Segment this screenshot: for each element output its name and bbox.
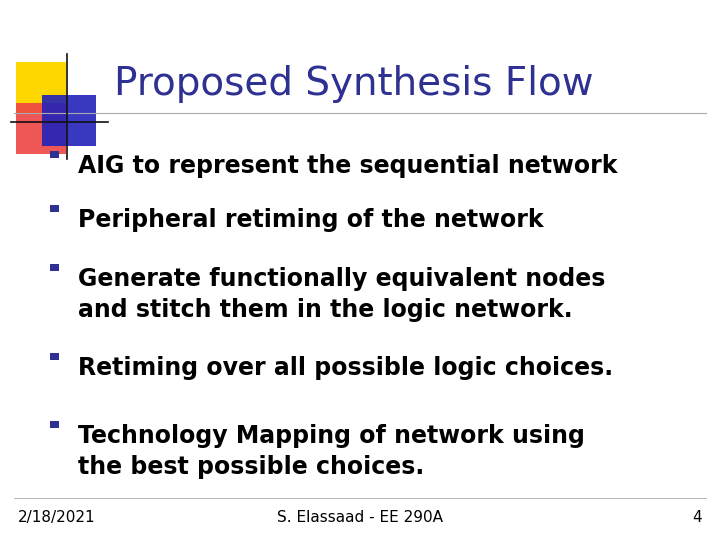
Text: Technology Mapping of network using
the best possible choices.: Technology Mapping of network using the …	[78, 424, 585, 478]
Text: Peripheral retiming of the network: Peripheral retiming of the network	[78, 208, 544, 232]
Text: S. Elassaad - EE 290A: S. Elassaad - EE 290A	[277, 510, 443, 525]
Bar	[42, 94, 96, 146]
Text: 2/18/2021: 2/18/2021	[18, 510, 96, 525]
Bar	[50, 151, 60, 158]
Text: AIG to represent the sequential network: AIG to represent the sequential network	[78, 154, 617, 178]
Bar	[50, 265, 60, 271]
Text: Proposed Synthesis Flow: Proposed Synthesis Flow	[114, 65, 593, 103]
Bar	[16, 62, 66, 113]
Text: Generate functionally equivalent nodes
and stitch them in the logic network.: Generate functionally equivalent nodes a…	[78, 267, 605, 322]
Bar	[16, 103, 66, 154]
Bar	[50, 354, 60, 360]
Text: Retiming over all possible logic choices.: Retiming over all possible logic choices…	[78, 356, 613, 380]
Text: 4: 4	[693, 510, 702, 525]
Bar	[50, 205, 60, 212]
Bar	[50, 421, 60, 428]
